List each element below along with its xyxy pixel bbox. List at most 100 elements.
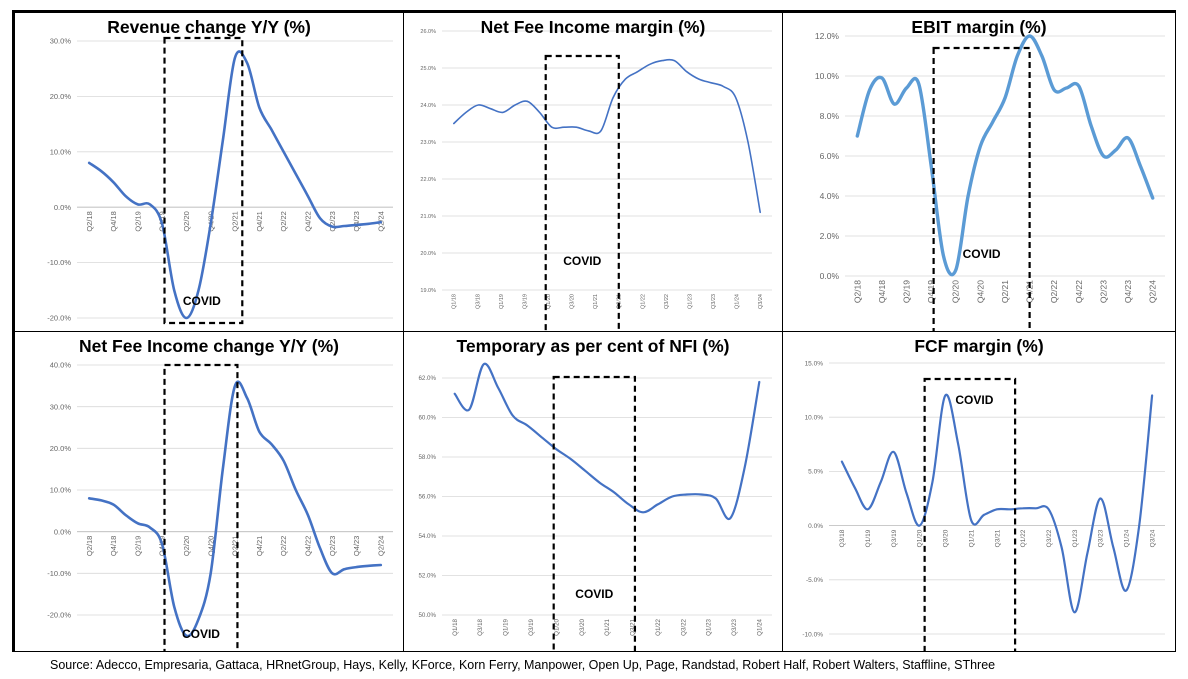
y-tick-label: 10.0% (805, 414, 824, 421)
y-tick-label: -20.0% (47, 611, 71, 620)
covid-box (552, 375, 637, 651)
y-tick-label: 60.0% (418, 415, 436, 422)
x-tick-label: Q1/22 (1020, 529, 1027, 547)
ebit-margin-panel: 12.0% 10.0% 8.0% 6.0% 4.0% 2.0% 0.0% Q2/18 Q4/18… (782, 12, 1176, 332)
temporary-nfi-title: Temporary as per cent of NFI (%) (456, 336, 730, 356)
x-tick-label: Q3/18 (839, 529, 846, 547)
y-tick-label: 6.0% (820, 151, 840, 161)
x-tick-label: Q2/22 (279, 211, 288, 231)
x-tick-label: Q2/22 (279, 536, 288, 556)
x-tick-label: Q3/23 (711, 294, 717, 309)
x-tick-label: Q1/19 (503, 618, 510, 635)
fcf-margin-title: FCF margin (%) (914, 336, 1044, 356)
covid-label: COVID (563, 254, 601, 268)
ebit-margin-chart: 12.0% 10.0% 8.0% 6.0% 4.0% 2.0% 0.0% Q2/18 Q4/18… (815, 31, 1165, 331)
x-tick-label: Q4/23 (352, 211, 361, 231)
nfi-change-panel: 40.0% 30.0% 20.0% 10.0% 0.0% -10.0% -20.0% Q2/1… (14, 331, 404, 652)
y-tick-label: 58.0% (418, 454, 436, 461)
y-tick-label: 20.0% (50, 92, 72, 101)
x-tick-label: Q3/20 (570, 294, 576, 309)
x-tick-label: Q4/18 (109, 536, 118, 556)
x-tick-label: Q4/18 (877, 280, 887, 303)
x-tick-label: Q4/21 (1025, 280, 1035, 303)
covid-label: COVID (963, 247, 1001, 261)
y-tick-label: 62.0% (418, 375, 436, 382)
x-tick-label: Q2/23 (1098, 280, 1108, 303)
y-tick-label: 22.0% (420, 177, 436, 183)
series-line (453, 58, 761, 214)
y-tick-label: 52.0% (418, 573, 436, 580)
x-tick-label: Q3/24 (758, 294, 764, 309)
temporary-nfi-chart: 62.0% 60.0% 58.0% 56.0% 54.0% 52.0% 50.0% Q1/18… (418, 362, 772, 651)
x-tick-label: Q3/19 (522, 294, 528, 309)
fcf-margin-chart: 15.0% 10.0% 5.0% 0.0% -5.0% -10.0% Q3/18 Q1/19 Q… (802, 360, 1165, 651)
fcf-margin-panel: 15.0% 10.0% 5.0% 0.0% -5.0% -10.0% Q3/18 Q1/19 Q… (782, 331, 1176, 652)
covid-box (932, 46, 1031, 331)
nfi-margin-title: Net Fee Income margin (%) (480, 17, 706, 37)
y-tick-label: 30.0% (50, 37, 72, 46)
covid-label: COVID (183, 294, 221, 308)
ebit-margin-title: EBIT margin (%) (911, 17, 1047, 37)
x-tick-label: Q1/24 (735, 294, 741, 309)
y-tick-label: 12.0% (815, 31, 840, 41)
y-tick-label: 26.0% (420, 29, 436, 35)
x-tick-label: Q2/19 (902, 280, 912, 303)
y-tick-label: 20.0% (420, 251, 436, 257)
x-tick-label: Q4/18 (109, 211, 118, 231)
x-tick-label: Q3/21 (994, 529, 1001, 547)
x-tick-label: Q3/18 (475, 294, 481, 309)
source-note: Source: Adecco, Empresaria, Gattaca, HRn… (50, 658, 996, 672)
x-tick-label: Q3/22 (680, 618, 687, 635)
x-tick-label: Q1/21 (968, 529, 975, 547)
x-tick-label: Q2/22 (1049, 280, 1059, 303)
covid-box (544, 54, 620, 331)
x-tick-label: Q2/24 (1148, 280, 1158, 303)
y-tick-label: 0.0% (820, 271, 840, 281)
x-tick-label: Q2/23 (328, 536, 337, 556)
x-tick-label: Q3/22 (664, 294, 670, 309)
y-tick-label: 2.0% (820, 231, 840, 241)
x-tick-label: Q4/21 (255, 536, 264, 556)
x-tick-label: Q3/21 (617, 294, 623, 309)
y-tick-label: -10.0% (47, 258, 71, 267)
x-tick-label: Q3/23 (1098, 529, 1105, 547)
x-tick-label: Q2/23 (328, 211, 337, 231)
x-tick-label: Q2/18 (85, 211, 94, 231)
x-tick-label: Q2/24 (376, 536, 385, 556)
nfi-change-chart: 40.0% 30.0% 20.0% 10.0% 0.0% -10.0% -20.0% Q2/1… (47, 361, 393, 651)
chart-grid: 30.0% 20.0% 10.0% 0.0% -10.0% -20.0% Q2/18 Q4/1… (12, 10, 1176, 652)
x-tick-label: Q1/18 (452, 618, 459, 635)
series-line (840, 393, 1154, 614)
y-tick-label: 15.0% (805, 360, 824, 367)
series-line (453, 362, 761, 521)
x-tick-label: Q1/20 (553, 618, 560, 635)
covid-box (163, 36, 244, 325)
revenue-change-chart: 30.0% 20.0% 10.0% 0.0% -10.0% -20.0% Q2/18 Q4/1… (47, 36, 393, 325)
x-tick-label: Q1/24 (756, 618, 763, 635)
y-tick-label: 8.0% (820, 111, 840, 121)
x-tick-label: Q1/23 (687, 294, 693, 309)
y-tick-label: 24.0% (420, 103, 436, 109)
covid-label: COVID (575, 587, 613, 601)
x-tick-label: Q2/18 (852, 280, 862, 303)
x-tick-label: Q2/21 (231, 536, 240, 556)
y-tick-label: 4.0% (820, 191, 840, 201)
x-tick-label: Q2/18 (85, 536, 94, 556)
nfi-margin-chart: 26.0% 25.0% 24.0% 23.0% 22.0% 21.0% 20.0% 19.0%… (420, 29, 772, 331)
y-tick-label: 54.0% (418, 533, 436, 540)
x-tick-label: Q1/22 (655, 618, 662, 635)
y-tick-label: -10.0% (47, 569, 71, 578)
series-line (87, 50, 383, 320)
x-tick-label: Q1/18 (452, 294, 458, 309)
y-tick-label: 50.0% (418, 612, 436, 619)
y-tick-label: 0.0% (808, 523, 823, 530)
covid-label: COVID (955, 393, 993, 407)
x-tick-label: Q3/22 (1046, 529, 1053, 547)
x-tick-label: Q2/20 (182, 536, 191, 556)
x-tick-label: Q4/19 (926, 280, 936, 303)
x-tick-label: Q2/20 (951, 280, 961, 303)
x-tick-label: Q4/22 (1074, 280, 1084, 303)
series-line (855, 34, 1155, 277)
x-tick-label: Q2/21 (1000, 280, 1010, 303)
y-tick-label: 30.0% (50, 402, 72, 411)
